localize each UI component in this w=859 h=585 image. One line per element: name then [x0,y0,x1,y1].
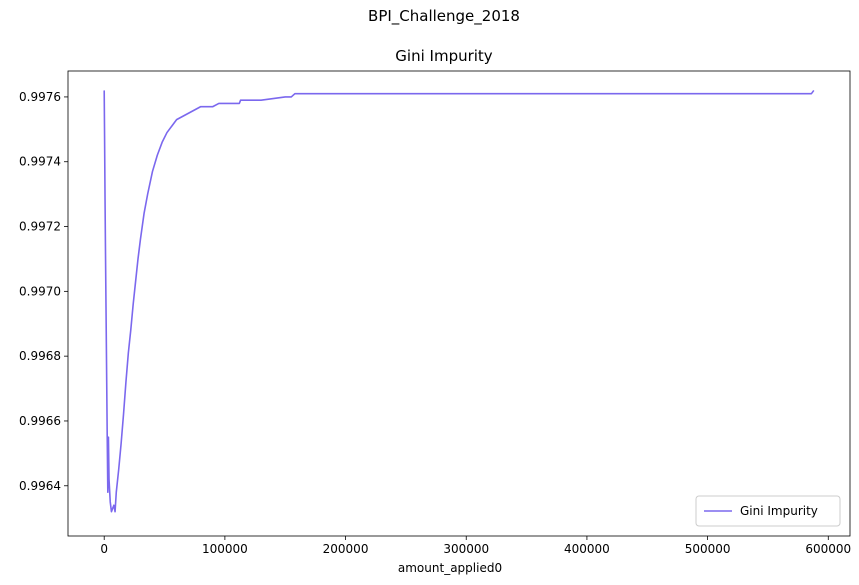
plot-frame [67,70,851,537]
x-tick-label: 0 [100,542,108,556]
series-line-0 [103,89,815,513]
chart-title: Gini Impurity [395,47,493,65]
x-tick-label: 600000 [805,542,851,556]
legend-label: Gini Impurity [740,504,818,518]
y-tick-label: 0.9966 [19,414,61,428]
x-tick-label: 400000 [564,542,610,556]
x-tick-label: 500000 [685,542,731,556]
y-tick-label: 0.9964 [19,479,61,493]
y-tick-label: 0.9974 [19,155,61,169]
y-tick-label: 0.9968 [19,349,61,363]
chart-suptitle: BPI_Challenge_2018 [368,7,520,26]
plot-area: 0 100000 200000 300000 400000 500000 600000 0.9… [19,70,851,556]
x-tick-label: 200000 [323,542,369,556]
x-axis-label: amount_applied0 [398,561,502,575]
y-tick-label: 0.9972 [19,220,61,234]
y-tick-label: 0.9970 [19,284,61,298]
y-tick-label: 0.9976 [19,90,61,104]
x-tick-label: 300000 [443,542,489,556]
x-tick-label: 100000 [202,542,248,556]
legend-box [695,495,841,527]
